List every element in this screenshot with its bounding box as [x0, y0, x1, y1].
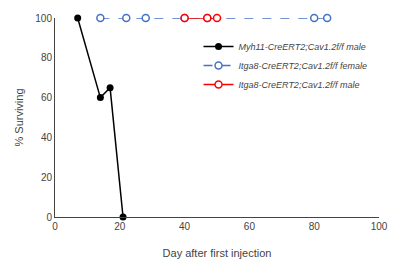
svg-text:20: 20: [114, 221, 126, 232]
svg-text:100: 100: [35, 13, 52, 24]
svg-text:0: 0: [52, 221, 58, 232]
svg-text:0: 0: [46, 212, 52, 223]
svg-text:Day after first injection: Day after first injection: [163, 247, 272, 259]
svg-text:80: 80: [41, 52, 53, 63]
svg-text:60: 60: [244, 221, 256, 232]
svg-text:% Surviving: % Surviving: [13, 88, 25, 146]
svg-text:60: 60: [41, 92, 53, 103]
svg-text:Itga8-CreERT2;Cav1.2f/f female: Itga8-CreERT2;Cav1.2f/f female: [239, 61, 367, 71]
svg-text:Itga8-CreERT2;Cav1.2f/f male: Itga8-CreERT2;Cav1.2f/f male: [239, 80, 360, 90]
svg-text:20: 20: [41, 172, 53, 183]
svg-text:Myh11-CreERT2;Cav1.2f/f male: Myh11-CreERT2;Cav1.2f/f male: [239, 42, 366, 52]
svg-text:100: 100: [371, 221, 388, 232]
svg-text:40: 40: [179, 221, 191, 232]
svg-text:80: 80: [309, 221, 321, 232]
svg-text:40: 40: [41, 132, 53, 143]
